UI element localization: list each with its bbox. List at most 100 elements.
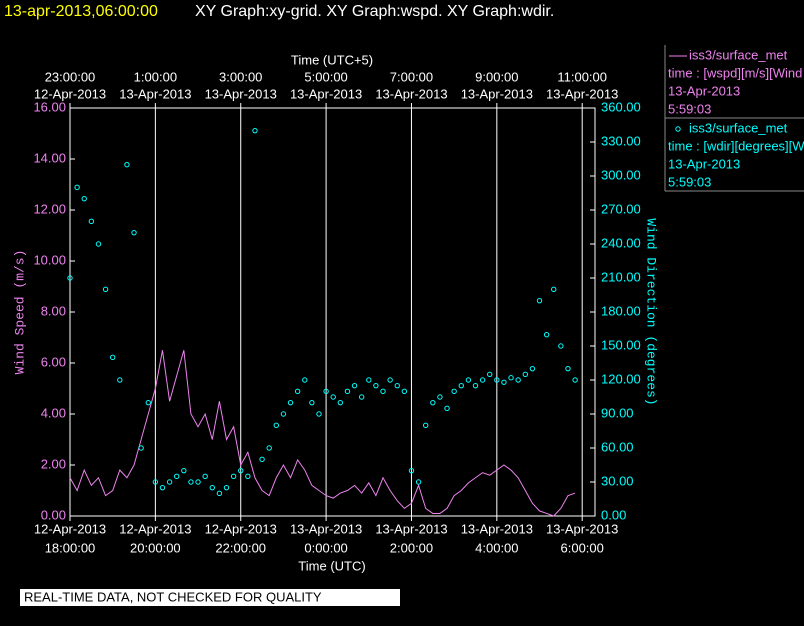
y2-tick-label: 240.00 xyxy=(601,235,641,250)
wind-direction-point xyxy=(387,377,393,383)
legend-detail: 5:59:03 xyxy=(668,174,711,189)
x-tick-date: 13-Apr-2013 xyxy=(546,521,618,536)
y2-tick-label: 30.00 xyxy=(601,473,634,488)
y2-tick-label: 120.00 xyxy=(601,371,641,386)
x2-tick-label: 9:00:00 xyxy=(475,69,518,84)
wind-direction-point xyxy=(159,484,166,491)
x2-tick-date: 13-Apr-2013 xyxy=(290,86,362,101)
wind-direction-point xyxy=(216,490,223,497)
legend-detail: 13-Apr-2013 xyxy=(668,83,740,98)
legend-detail: 5:59:03 xyxy=(668,101,711,116)
wind-direction-point xyxy=(565,365,571,372)
y2-tick-label: 150.00 xyxy=(601,337,641,352)
y2-tick-label: 210.00 xyxy=(601,269,641,284)
x-tick-date: 13-Apr-2013 xyxy=(375,521,447,536)
x2-tick-label: 7:00:00 xyxy=(390,69,433,84)
y-tick-label: 4.00 xyxy=(41,405,66,420)
wind-direction-point xyxy=(479,377,486,383)
wind-direction-point xyxy=(351,382,358,389)
y-tick-label: 0.00 xyxy=(41,507,66,522)
y2-tick-label: 270.00 xyxy=(601,201,641,216)
wind-direction-point xyxy=(472,382,479,389)
wind-direction-point xyxy=(558,343,564,349)
wind-direction-point xyxy=(330,394,336,400)
x-tick-label: 2:00:00 xyxy=(390,540,433,555)
wind-direction-point xyxy=(415,479,422,485)
x2-tick-date: 13-Apr-2013 xyxy=(205,86,277,101)
y2-tick-label: 60.00 xyxy=(601,439,634,454)
x-tick-label: 0:00:00 xyxy=(304,540,347,555)
wind-direction-point xyxy=(166,479,173,485)
wind-direction-point xyxy=(259,456,265,463)
wind-direction-point xyxy=(551,286,557,293)
wind-direction-point xyxy=(109,354,116,361)
x2-tick-label: 5:00:00 xyxy=(304,69,347,84)
wind-direction-point xyxy=(294,388,301,395)
wind-direction-point xyxy=(494,377,500,383)
wind-direction-point xyxy=(181,467,187,474)
wind-direction-point xyxy=(337,399,344,406)
y2-tick-label: 180.00 xyxy=(601,303,641,318)
x-tick-label: 4:00:00 xyxy=(475,540,518,555)
wind-direction-point xyxy=(81,195,87,202)
wind-direction-point xyxy=(117,377,123,383)
x2-tick-date: 13-Apr-2013 xyxy=(375,86,447,101)
wind-direction-point xyxy=(145,399,151,406)
footer-note: REAL-TIME DATA, NOT CHECKED FOR QUALITY xyxy=(24,589,322,604)
wind-direction-point xyxy=(522,371,528,378)
wind-direction-point xyxy=(273,422,280,429)
x2-tick-date: 13-Apr-2013 xyxy=(546,86,618,101)
x2-axis-title: Time (UTC+5) xyxy=(291,52,373,67)
wind-direction-point xyxy=(74,184,80,191)
wind-direction-point xyxy=(515,377,521,383)
wind-direction-point xyxy=(152,479,159,485)
wind-direction-point xyxy=(529,365,536,372)
x2-tick-label: 1:00:00 xyxy=(134,69,177,84)
y-tick-label: 14.00 xyxy=(33,150,66,165)
wind-direction-point xyxy=(195,479,201,485)
wind-direction-point xyxy=(131,229,137,236)
x2-tick-label: 23:00:00 xyxy=(45,69,96,84)
legend-swatch xyxy=(675,126,681,132)
y-tick-label: 2.00 xyxy=(41,456,66,471)
x-tick-label: 18:00:00 xyxy=(45,540,96,555)
x-tick-date: 12-Apr-2013 xyxy=(205,521,277,536)
y-tick-label: 10.00 xyxy=(33,252,66,267)
wind-direction-point xyxy=(88,218,95,225)
wind-direction-point xyxy=(67,275,73,281)
x2-tick-label: 3:00:00 xyxy=(219,69,262,84)
legend-detail: time : [wdir][degrees][W xyxy=(668,138,804,153)
x-tick-date: 13-Apr-2013 xyxy=(290,521,362,536)
y-tick-label: 16.00 xyxy=(33,99,66,114)
wind-direction-point xyxy=(323,388,329,395)
y-tick-label: 8.00 xyxy=(41,303,66,318)
wind-direction-point xyxy=(223,484,230,491)
wind-direction-point xyxy=(366,377,372,383)
wind-direction-point xyxy=(394,382,400,389)
x-tick-date: 13-Apr-2013 xyxy=(461,521,533,536)
x-tick-label: 6:00:00 xyxy=(561,540,604,555)
wind-direction-point xyxy=(373,382,379,389)
wind-direction-point xyxy=(209,484,215,491)
wind-direction-point xyxy=(302,377,308,383)
plot-frame xyxy=(69,107,596,517)
wind-direction-point xyxy=(358,394,365,400)
wind-direction-point xyxy=(543,331,550,338)
wind-direction-point xyxy=(465,377,472,383)
x2-tick-date: 12-Apr-2013 xyxy=(34,86,106,101)
wind-direction-point xyxy=(188,479,194,485)
legend-entry: iss3/surface_met xyxy=(689,47,788,62)
wind-direction-point xyxy=(536,297,543,304)
x2-tick-date: 13-Apr-2013 xyxy=(119,86,191,101)
legend-detail: 13-Apr-2013 xyxy=(668,156,740,171)
y2-tick-label: 0.00 xyxy=(601,507,626,522)
x2-tick-label: 11:00:00 xyxy=(557,69,607,84)
wind-direction-point xyxy=(430,399,436,406)
wind-direction-point xyxy=(230,473,237,480)
x-tick-date: 12-Apr-2013 xyxy=(34,521,106,536)
wind-direction-point xyxy=(380,388,386,395)
wind-direction-point xyxy=(252,127,258,134)
wind-direction-point xyxy=(174,473,180,480)
wind-direction-point xyxy=(309,399,315,406)
